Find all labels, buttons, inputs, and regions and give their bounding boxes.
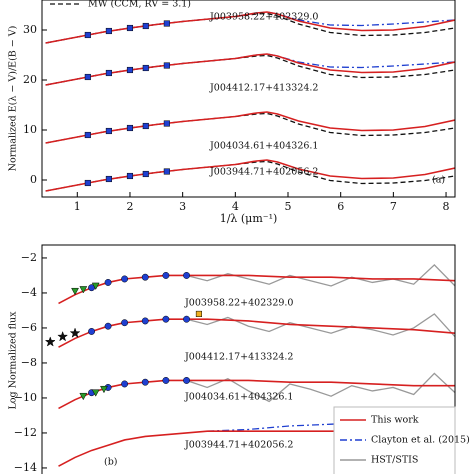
data-point xyxy=(126,124,134,132)
x-tick-label: 5 xyxy=(285,200,292,213)
data-point xyxy=(105,69,112,77)
plot-area xyxy=(45,11,455,192)
data-point xyxy=(126,172,134,180)
legend-label: Clayton et al. (2015) xyxy=(371,435,470,446)
data-point xyxy=(183,315,191,323)
data-point xyxy=(163,20,170,27)
annotation: J004034.61+404326.1 xyxy=(209,141,318,152)
line xyxy=(45,159,455,192)
data-point xyxy=(105,127,112,135)
y-tick-label: −2 xyxy=(21,251,37,264)
x-tick-label: 1 xyxy=(74,200,81,213)
legend-box xyxy=(333,406,456,474)
data-point xyxy=(162,272,170,279)
data-point xyxy=(121,319,129,327)
annotation: J003958.22+402329.0 xyxy=(209,12,318,23)
data-point xyxy=(126,66,134,74)
y-tick-label: 30 xyxy=(23,23,37,36)
data-point xyxy=(71,287,79,296)
annotation: (a) xyxy=(432,175,445,186)
data-point xyxy=(84,131,91,139)
data-point xyxy=(163,168,170,175)
data-point xyxy=(100,385,108,394)
x-axis-label: 1/λ (μm⁻¹) xyxy=(220,212,278,225)
line xyxy=(45,53,455,86)
data-point xyxy=(183,377,191,384)
x-tick-label: 6 xyxy=(337,200,344,213)
x-tick-label: 4 xyxy=(232,200,239,213)
annotation: J003958.22+402329.0 xyxy=(184,298,293,309)
data-point xyxy=(142,64,149,72)
legend-label: HST/STIS xyxy=(371,455,418,466)
data-point xyxy=(104,279,112,286)
axes-frame xyxy=(41,244,456,474)
data-point xyxy=(162,377,170,384)
annotation: J004034.61+404326.1 xyxy=(184,392,293,403)
data-point xyxy=(141,378,149,386)
data-point xyxy=(84,179,91,187)
data-point xyxy=(183,272,191,279)
line xyxy=(58,318,455,348)
data-point xyxy=(162,315,170,323)
y-tick-label: −8 xyxy=(21,356,37,369)
axes-frame xyxy=(41,0,456,198)
annotation: J003944.71+402056.2 xyxy=(184,440,293,451)
annotation: J004412.17+413324.2 xyxy=(209,83,318,94)
data-point xyxy=(79,286,88,294)
y-tick-label: −4 xyxy=(21,286,37,299)
data-point xyxy=(141,317,149,325)
data-point xyxy=(91,282,100,290)
data-point xyxy=(126,24,134,32)
data-point xyxy=(91,389,100,397)
y-tick-label: −6 xyxy=(21,321,37,334)
data-point xyxy=(105,27,112,35)
y-tick-label: −14 xyxy=(14,461,37,474)
data-point xyxy=(195,310,202,317)
y-tick-label: 20 xyxy=(23,73,37,86)
data-point xyxy=(142,122,149,130)
line xyxy=(45,53,455,86)
annotation: J003944.71+402056.2 xyxy=(209,167,318,178)
y-tick-label: 0 xyxy=(30,173,37,186)
data-point xyxy=(84,73,91,81)
x-tick-label: 8 xyxy=(443,200,450,213)
data-point xyxy=(163,62,170,69)
line xyxy=(186,264,455,287)
data-point xyxy=(141,273,149,281)
data-point xyxy=(44,336,56,347)
data-point xyxy=(121,380,129,388)
data-point xyxy=(105,175,112,183)
y-tick-label: −10 xyxy=(14,391,37,404)
annotation: (b) xyxy=(104,457,118,468)
line xyxy=(45,11,455,44)
data-point xyxy=(163,120,170,127)
y-axis-label: Log Normalized flux xyxy=(8,311,19,410)
data-point xyxy=(142,170,149,178)
data-point xyxy=(88,328,96,335)
x-tick-label: 2 xyxy=(126,200,133,213)
x-tick-label: 7 xyxy=(390,200,397,213)
legend-label: MW (CCM, RV = 3.1) xyxy=(88,0,191,10)
x-tick-label: 3 xyxy=(179,200,186,213)
data-point xyxy=(104,322,112,330)
y-tick-label: −12 xyxy=(14,426,37,439)
line xyxy=(45,111,455,144)
legend-label: This work xyxy=(371,415,419,426)
annotation: J004412.17+413324.2 xyxy=(184,352,293,363)
y-tick-label: 10 xyxy=(23,123,37,136)
data-point xyxy=(69,327,81,338)
data-point xyxy=(142,22,149,30)
y-axis-label: Normalized E(λ − V)/E(B − V) xyxy=(8,26,19,172)
data-point xyxy=(57,330,69,342)
data-point xyxy=(84,31,91,39)
data-point xyxy=(79,392,88,401)
data-point xyxy=(121,275,129,283)
